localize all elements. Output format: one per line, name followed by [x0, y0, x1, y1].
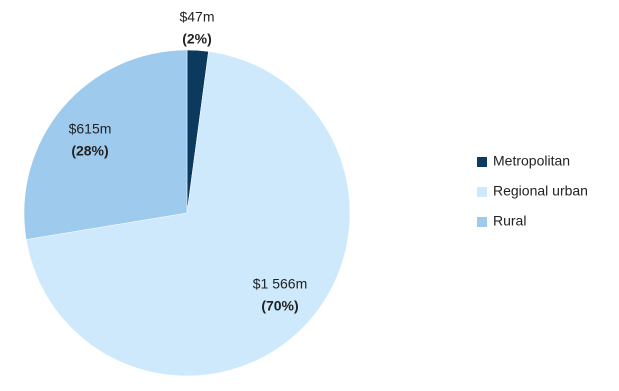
pie-slice	[23, 49, 188, 240]
percent-label: (70%)	[261, 298, 298, 314]
legend-label: Rural	[493, 213, 526, 229]
legend-swatch	[477, 217, 487, 227]
value-label: $1 566m	[253, 276, 307, 292]
pie-slice	[25, 51, 351, 377]
value-label: $615m	[69, 121, 112, 137]
value-label: $47m	[179, 9, 214, 25]
legend-label: Regional urban	[493, 183, 588, 199]
legend-swatch	[477, 157, 487, 167]
percent-label: (2%)	[182, 31, 212, 47]
percent-label: (28%)	[71, 143, 108, 159]
legend-swatch	[477, 187, 487, 197]
legend-label: Metropolitan	[493, 153, 570, 169]
